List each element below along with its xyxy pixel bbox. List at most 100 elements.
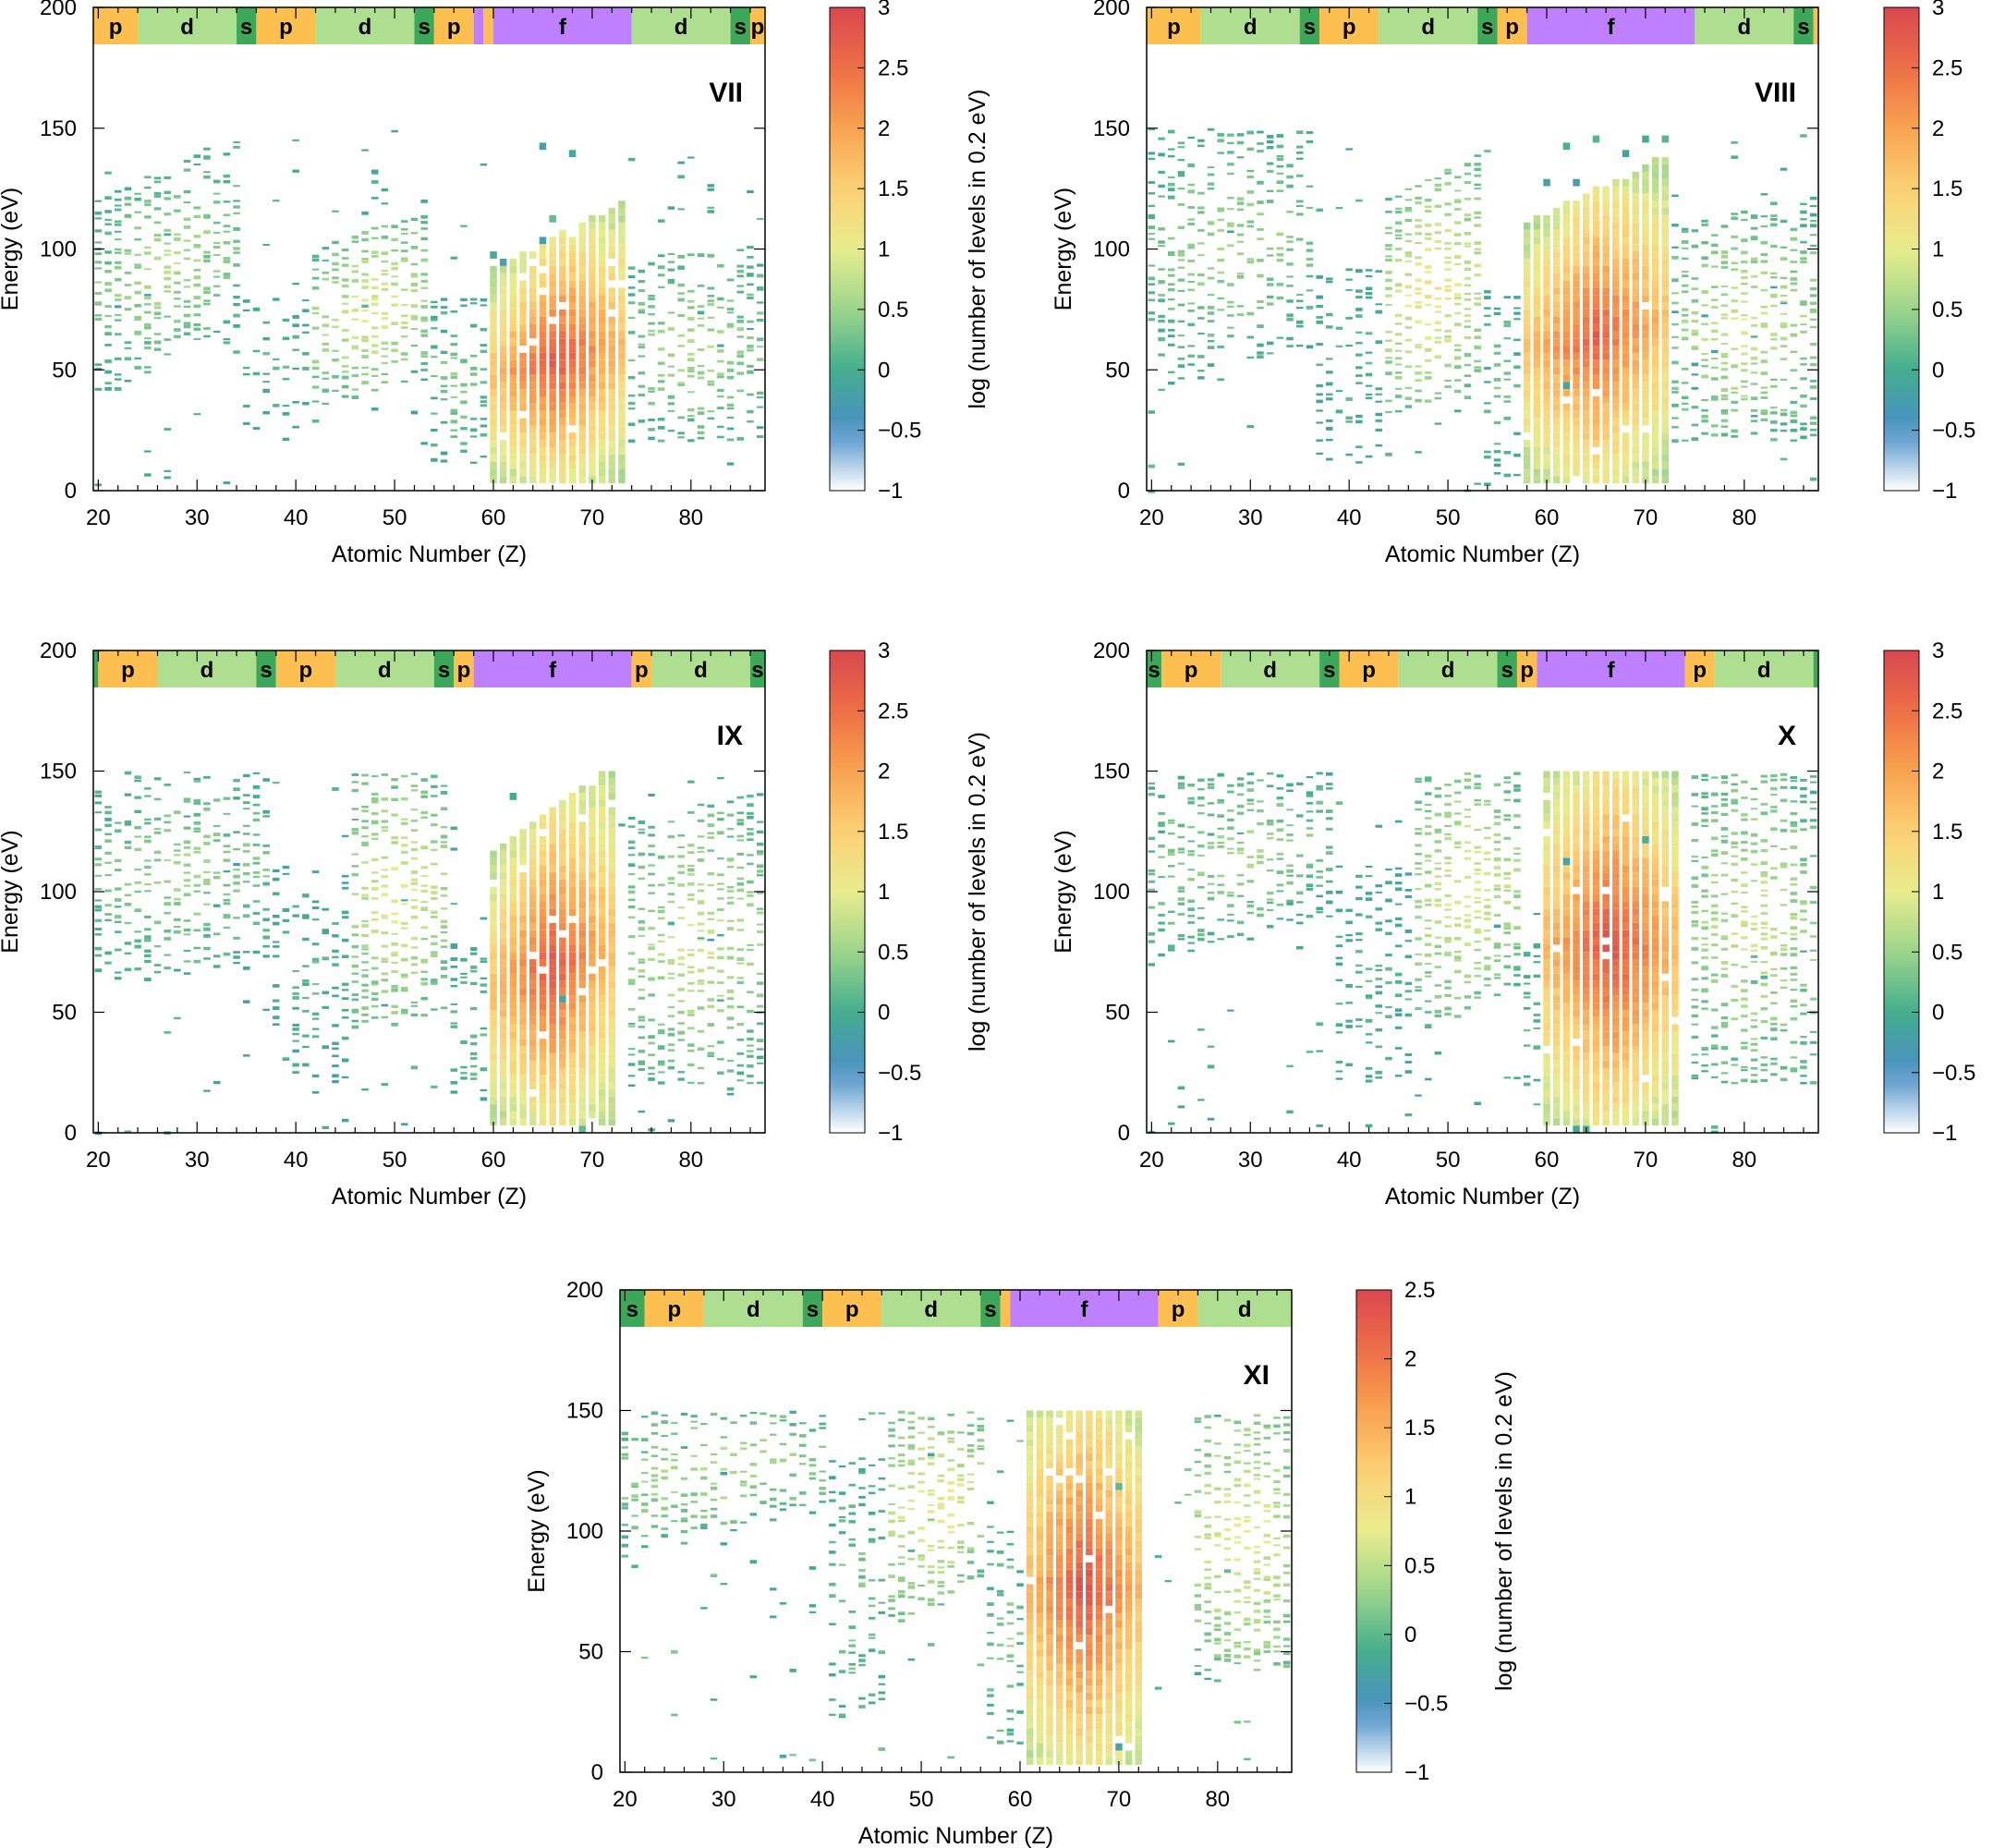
level-density-mark bbox=[707, 345, 714, 348]
level-density-mark bbox=[529, 988, 537, 996]
level-density-mark bbox=[153, 221, 162, 225]
level-density-mark bbox=[1612, 446, 1620, 455]
level-density-mark bbox=[273, 999, 280, 1003]
level-density-mark bbox=[1691, 387, 1699, 390]
level-density-mark bbox=[1720, 304, 1729, 308]
level-density-mark bbox=[94, 905, 103, 909]
level-density-mark bbox=[717, 306, 724, 309]
level-density-mark bbox=[1177, 320, 1185, 322]
level-density-mark bbox=[529, 410, 537, 419]
level-density-mark bbox=[341, 375, 349, 380]
level-density-mark bbox=[341, 1016, 349, 1019]
level-density-mark bbox=[589, 367, 596, 375]
level-density-mark bbox=[371, 812, 379, 816]
level-density-mark bbox=[598, 461, 606, 469]
level-density-mark bbox=[1701, 219, 1708, 223]
level-density-mark bbox=[568, 1111, 577, 1119]
level-density-mark bbox=[726, 311, 735, 314]
level-density-mark bbox=[509, 966, 517, 974]
level-density-mark bbox=[341, 874, 349, 878]
level-density-mark bbox=[1444, 385, 1452, 388]
level-density-mark bbox=[469, 1077, 478, 1080]
level-density-mark bbox=[589, 872, 596, 880]
level-density-mark bbox=[1632, 208, 1639, 215]
level-density-mark bbox=[578, 1016, 586, 1025]
level-density-mark bbox=[1177, 174, 1185, 177]
level-density-mark bbox=[1592, 367, 1600, 375]
level-density-mark bbox=[1207, 363, 1215, 367]
level-density-mark bbox=[351, 773, 359, 776]
block-band-p bbox=[1147, 7, 1201, 44]
level-density-mark bbox=[608, 440, 615, 447]
block-label: p bbox=[279, 15, 293, 40]
x-tick-label: 80 bbox=[1732, 505, 1756, 530]
level-density-mark bbox=[627, 407, 636, 410]
level-density-mark bbox=[1711, 322, 1719, 324]
level-density-mark bbox=[469, 1057, 478, 1060]
level-density-mark bbox=[559, 908, 566, 917]
level-density-mark bbox=[589, 244, 596, 252]
level-density-mark bbox=[1345, 453, 1353, 456]
level-density-mark bbox=[1583, 396, 1590, 404]
level-density-mark bbox=[1651, 461, 1659, 469]
level-density-mark bbox=[589, 309, 596, 317]
level-density-mark bbox=[747, 1029, 754, 1033]
level-density-mark bbox=[618, 287, 626, 296]
level-density-mark bbox=[450, 985, 457, 988]
block-label: f bbox=[1607, 15, 1615, 40]
level-density-mark bbox=[1207, 311, 1215, 315]
level-density-mark bbox=[115, 378, 122, 381]
level-density-mark bbox=[233, 284, 240, 287]
level-density-mark bbox=[401, 818, 408, 821]
level-density-mark bbox=[391, 920, 398, 924]
level-density-mark bbox=[697, 407, 705, 410]
level-density-mark bbox=[1632, 251, 1639, 259]
level-density-mark bbox=[361, 969, 369, 971]
level-density-mark bbox=[638, 852, 646, 857]
level-density-mark bbox=[351, 853, 359, 856]
level-density-mark bbox=[509, 973, 517, 981]
level-density-mark bbox=[736, 371, 744, 375]
level-density-mark bbox=[361, 366, 369, 369]
level-density-mark bbox=[1425, 303, 1432, 306]
level-density-mark bbox=[1434, 310, 1442, 313]
level-density-mark bbox=[756, 821, 764, 823]
level-density-mark bbox=[124, 1130, 132, 1133]
level-density-mark bbox=[667, 365, 675, 368]
level-density-mark bbox=[529, 316, 537, 324]
level-density-mark bbox=[509, 1067, 517, 1076]
level-density-mark bbox=[311, 942, 320, 946]
level-density-mark bbox=[519, 1024, 527, 1032]
level-density-mark bbox=[529, 331, 537, 339]
level-density-mark bbox=[371, 255, 379, 258]
level-density-mark bbox=[134, 197, 141, 201]
level-density-mark bbox=[519, 280, 527, 288]
level-density-mark bbox=[1375, 303, 1382, 306]
level-density-mark bbox=[381, 979, 389, 982]
level-density-mark bbox=[1385, 371, 1392, 376]
block-label: p bbox=[447, 15, 461, 40]
level-density-mark bbox=[1720, 249, 1729, 254]
level-density-mark bbox=[183, 239, 191, 242]
level-density-mark bbox=[539, 446, 547, 455]
level-density-mark bbox=[1316, 409, 1323, 412]
level-density-mark bbox=[351, 308, 359, 311]
level-density-mark bbox=[1385, 259, 1392, 262]
level-density-mark bbox=[658, 219, 665, 223]
level-density-mark bbox=[1612, 425, 1620, 433]
x-tick-label: 60 bbox=[1535, 505, 1560, 530]
level-density-mark bbox=[1197, 812, 1205, 815]
level-density-mark bbox=[1681, 230, 1689, 233]
level-density-mark bbox=[183, 972, 191, 975]
level-density-mark bbox=[519, 937, 527, 945]
level-density-mark bbox=[104, 833, 112, 836]
level-density-mark bbox=[1573, 251, 1580, 259]
level-density-mark bbox=[1583, 259, 1590, 266]
level-density-mark bbox=[311, 419, 320, 423]
level-density-mark bbox=[1454, 356, 1462, 360]
level-density-mark bbox=[233, 862, 240, 867]
level-density-mark bbox=[648, 428, 655, 432]
level-density-mark bbox=[697, 948, 705, 953]
level-density-mark bbox=[1741, 345, 1748, 347]
level-density-mark bbox=[1642, 273, 1649, 281]
